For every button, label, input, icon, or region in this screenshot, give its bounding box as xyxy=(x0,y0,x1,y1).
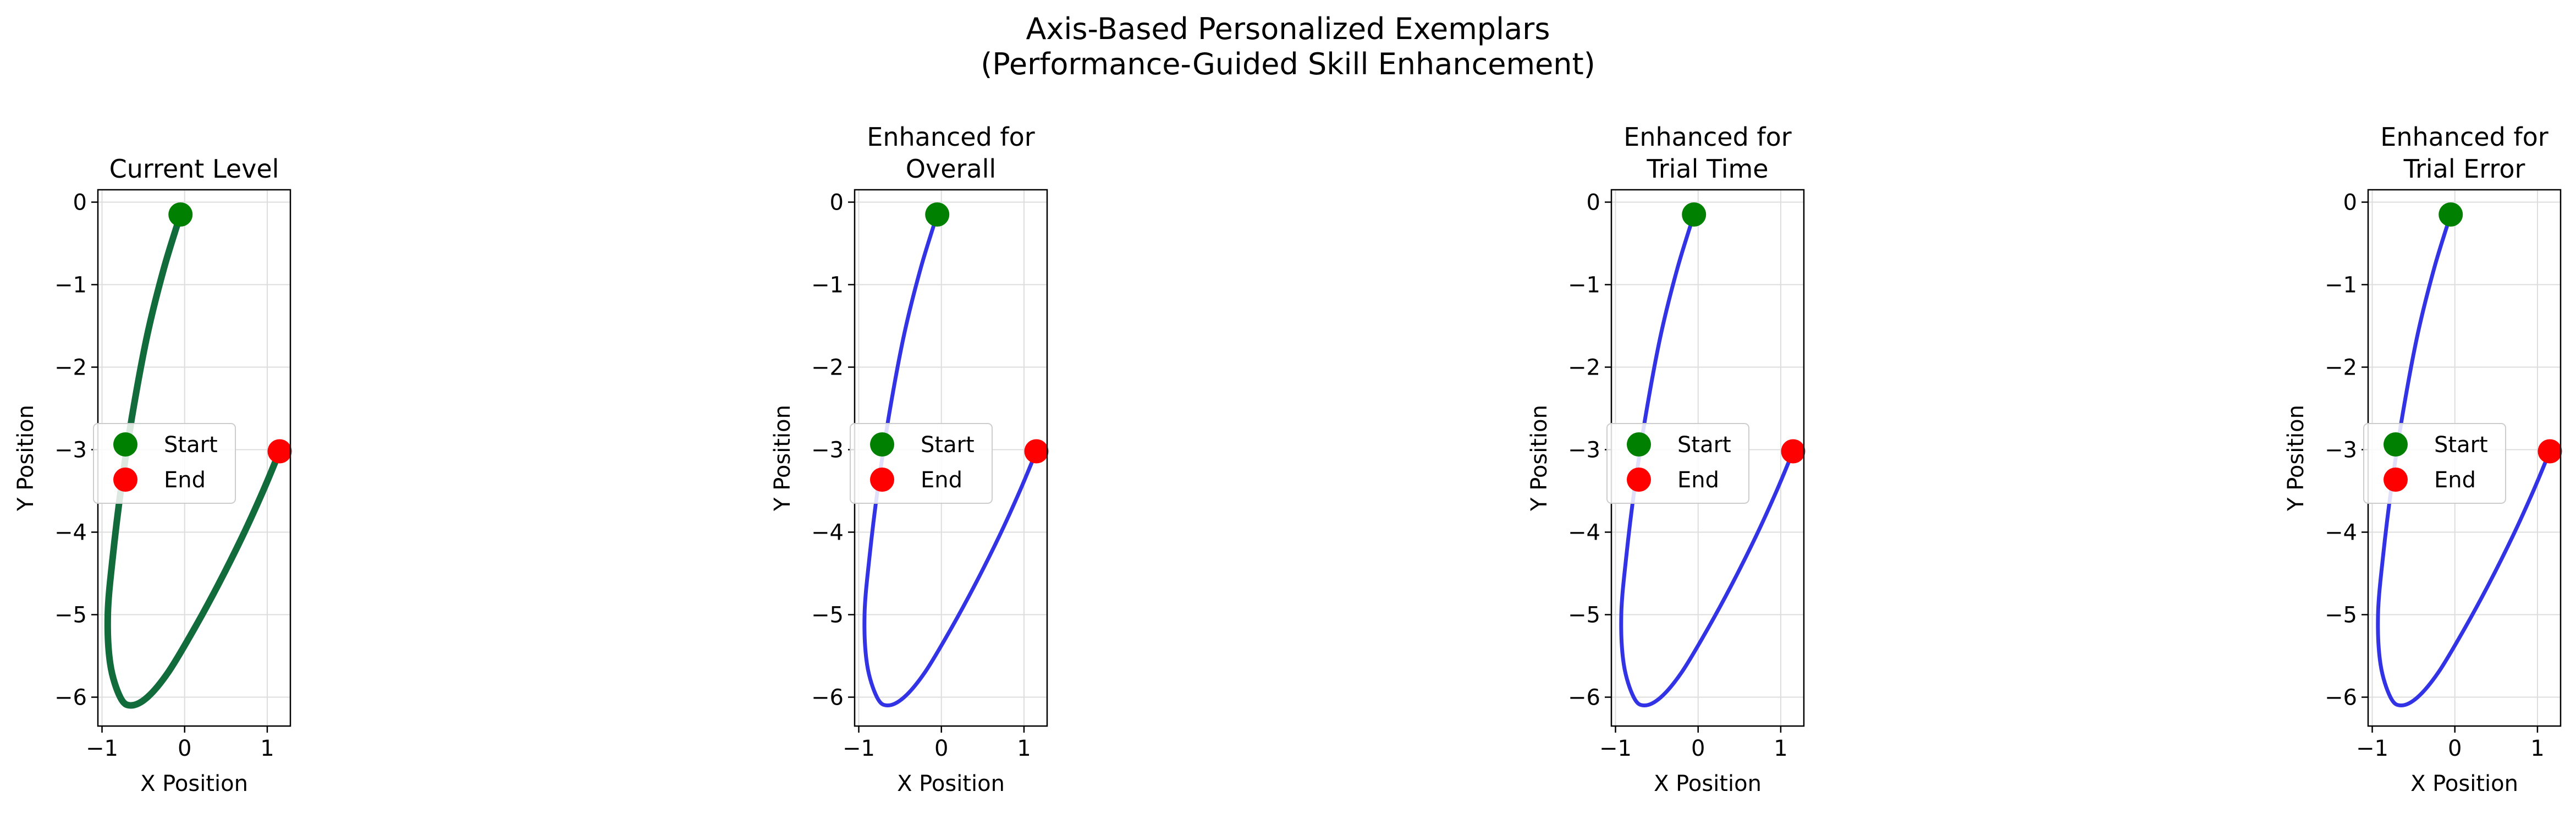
subplot-1: −1 0 1 0 −1 −2 −3 −4 −5 −6 X Position Y Position Cur… xyxy=(13,154,292,796)
y-tick-label: −3 xyxy=(1568,438,1600,463)
x-axis-label: X Position xyxy=(1654,771,1762,796)
subplot-title: Enhanced for xyxy=(2380,122,2548,152)
start-marker xyxy=(1682,202,1707,227)
legend-marker xyxy=(870,432,894,457)
end-marker xyxy=(1024,439,1049,464)
x-tick-label: 0 xyxy=(178,736,191,761)
legend-marker xyxy=(1627,468,1651,492)
y-tick-label: 0 xyxy=(2343,190,2357,216)
start-marker xyxy=(168,202,193,227)
start-marker xyxy=(2439,202,2463,227)
x-axis-label: X Position xyxy=(140,771,248,796)
y-tick-label: −2 xyxy=(1568,355,1600,381)
x-tick-label: −1 xyxy=(1599,736,1632,761)
end-marker xyxy=(2538,439,2562,464)
y-axis-label: Y Position xyxy=(13,405,38,512)
y-tick-label: −4 xyxy=(2325,520,2357,546)
legend-marker xyxy=(1627,432,1651,457)
x-tick-label: −1 xyxy=(843,736,875,761)
y-tick-label: 0 xyxy=(73,190,87,216)
trajectory-line xyxy=(1619,212,1795,707)
subplot-title: Current Level xyxy=(109,154,279,184)
y-tick-label: −6 xyxy=(2325,685,2357,711)
y-tick-label: −5 xyxy=(811,603,844,628)
y-tick-label: −1 xyxy=(54,273,87,298)
subplot-3: −1 0 1 0 −1 −2 −3 −4 −5 −6 X Position Y Position Enh… xyxy=(1527,122,1806,796)
y-tick-label: −1 xyxy=(811,273,844,298)
legend-marker xyxy=(2384,468,2408,492)
y-tick-label: −5 xyxy=(1568,603,1600,628)
x-tick-label: −1 xyxy=(2356,736,2388,761)
legend-marker xyxy=(870,468,894,492)
x-tick-label: 1 xyxy=(1774,736,1787,761)
y-tick-label: −3 xyxy=(811,438,844,463)
y-tick-label: −1 xyxy=(1568,273,1600,298)
figure-title: Axis-Based Personalized Exemplars xyxy=(1026,12,1550,46)
legend-marker xyxy=(113,468,137,492)
y-axis-label: Y Position xyxy=(770,405,795,512)
y-axis-label: Y Position xyxy=(2283,405,2309,512)
x-tick-label: −1 xyxy=(86,736,118,761)
subplot-title: Trial Time xyxy=(1646,154,1768,184)
y-tick-label: −6 xyxy=(811,685,844,711)
trajectory-line xyxy=(104,211,283,709)
trajectory-line xyxy=(2376,212,2552,707)
y-tick-label: −2 xyxy=(811,355,844,381)
x-tick-label: 0 xyxy=(934,736,948,761)
x-axis-label: X Position xyxy=(2410,771,2518,796)
y-tick-label: −4 xyxy=(1568,520,1600,546)
x-tick-label: 0 xyxy=(2448,736,2462,761)
legend-marker xyxy=(113,432,137,457)
x-tick-label: 1 xyxy=(260,736,274,761)
y-tick-label: −6 xyxy=(1568,685,1600,711)
legend-marker xyxy=(2384,432,2408,457)
y-tick-label: −2 xyxy=(54,355,87,381)
y-tick-label: −4 xyxy=(54,520,87,546)
subplot-title: Trial Error xyxy=(2403,154,2525,184)
x-tick-label: 0 xyxy=(1691,736,1705,761)
figure-subtitle: (Performance-Guided Skill Enhancement) xyxy=(981,47,1595,81)
y-tick-label: 0 xyxy=(1587,190,1600,216)
subplot-2: −1 0 1 0 −1 −2 −3 −4 −5 −6 X Position Y Position Enh… xyxy=(770,122,1049,796)
y-tick-label: −2 xyxy=(2325,355,2357,381)
y-tick-label: −3 xyxy=(54,438,87,463)
subplot-title: Enhanced for xyxy=(1623,122,1791,152)
legend-label: Start xyxy=(1677,432,1731,458)
legend-label: End xyxy=(921,468,962,493)
y-tick-label: −5 xyxy=(2325,603,2357,628)
legend-label: End xyxy=(1677,468,1719,493)
y-tick-label: −1 xyxy=(2325,273,2357,298)
legend-label: End xyxy=(164,468,206,493)
x-tick-label: 1 xyxy=(2530,736,2544,761)
y-tick-label: −5 xyxy=(54,603,87,628)
legend-label: Start xyxy=(2434,432,2488,458)
trajectory-line xyxy=(862,212,1038,707)
y-tick-label: −3 xyxy=(2325,438,2357,463)
y-tick-label: −4 xyxy=(811,520,844,546)
legend-label: End xyxy=(2434,468,2476,493)
legend-label: Start xyxy=(921,432,975,458)
subplot-4: −1 0 1 0 −1 −2 −3 −4 −5 −6 X Position Y Position Enh… xyxy=(2283,122,2562,796)
end-marker xyxy=(1781,439,1806,464)
x-axis-label: X Position xyxy=(897,771,1005,796)
subplot-title: Overall xyxy=(906,154,996,184)
x-tick-label: 1 xyxy=(1017,736,1031,761)
y-tick-label: 0 xyxy=(830,190,844,216)
start-marker xyxy=(925,202,950,227)
end-marker xyxy=(267,439,292,464)
subplot-title: Enhanced for xyxy=(867,122,1034,152)
y-axis-label: Y Position xyxy=(1527,405,1552,512)
legend-label: Start xyxy=(164,432,218,458)
y-tick-label: −6 xyxy=(54,685,87,711)
